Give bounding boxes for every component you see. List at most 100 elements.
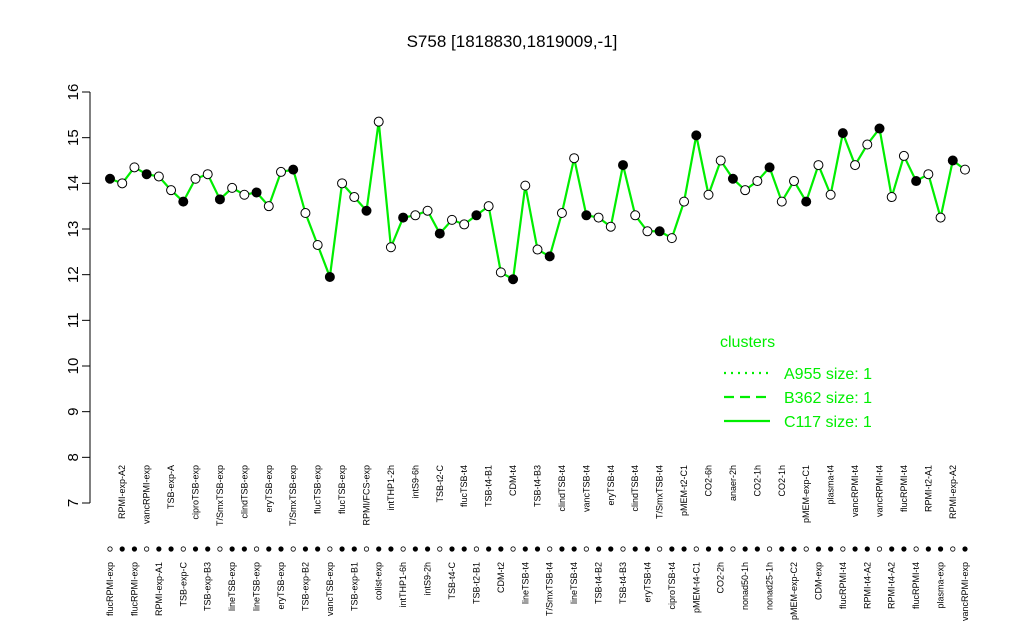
data-point [801, 196, 812, 207]
data-point [410, 210, 421, 221]
data-point [129, 162, 140, 173]
x-tick-label: clindTSB-t4 [557, 465, 567, 512]
data-point [422, 205, 433, 216]
data-point [618, 160, 628, 171]
data-point [642, 226, 653, 237]
data-point [947, 155, 958, 166]
data-point [923, 169, 934, 180]
rug-point [424, 546, 431, 552]
x-tick-label: lineTSB-exp [252, 562, 262, 611]
rug-point [803, 546, 809, 552]
data-point [532, 244, 543, 255]
y-tick-label: 12 [65, 266, 82, 283]
data-point [447, 214, 457, 225]
legend-label: C117 size: 1 [784, 414, 872, 431]
data-point [324, 271, 335, 282]
data-point [312, 239, 323, 250]
x-tick-label: intTHP1-6h [398, 562, 408, 608]
data-point [789, 176, 799, 187]
rug-point [351, 546, 357, 552]
rug-point [315, 546, 321, 552]
data-point [459, 219, 470, 230]
x-tick-label: T/SmxTSB-exp [215, 465, 225, 526]
rug-point [339, 546, 345, 552]
rug-point [657, 546, 663, 552]
data-point [300, 208, 311, 219]
x-tick-label: vancRPMI-t4 [875, 465, 885, 517]
rug-point [644, 546, 651, 552]
data-point [337, 178, 348, 189]
rug-point [278, 546, 284, 552]
y-tick-label: 9 [65, 407, 82, 415]
x-tick-label: intS9-2h [423, 562, 433, 596]
x-tick-label: lineTSB-t4 [520, 562, 530, 604]
y-tick-label: 7 [65, 499, 82, 507]
data-point [569, 153, 580, 164]
rug-point [290, 546, 296, 552]
x-tick-label: vancTSB-t4 [581, 465, 591, 512]
data-point [166, 185, 177, 196]
x-tick-label: vancTSB-exp [325, 562, 335, 616]
x-tick-label: eryTSB-t4 [642, 562, 652, 603]
y-tick-label: 11 [65, 313, 82, 329]
x-tick-label: CO2-2h [716, 562, 726, 594]
x-tick-label: TSB-t4-B3 [533, 465, 543, 507]
rug-point [864, 546, 870, 552]
x-tick-label: vancRPMI-exp [960, 562, 970, 621]
rug-point [693, 546, 699, 552]
data-point [776, 196, 787, 207]
rug-point [754, 546, 760, 552]
rug-point [400, 546, 406, 552]
data-point [911, 176, 922, 187]
data-point [740, 185, 751, 196]
data-point [691, 130, 702, 141]
data-point [276, 166, 286, 177]
x-tick-label: eryTSB-t4 [606, 465, 616, 506]
legend-label: A955 size: 1 [784, 366, 872, 383]
x-tick-label: TSB-exp-C [178, 562, 188, 607]
x-tick-label: RPMI-t2-A1 [923, 465, 933, 512]
rug-point [388, 546, 394, 552]
x-tick-label: lineTSB-t4 [569, 562, 579, 604]
x-tick-label: intTHP1-2h [386, 465, 396, 511]
data-point [361, 205, 372, 216]
rug-point [461, 546, 467, 552]
x-tick-label: TSB-exp-B3 [203, 562, 213, 611]
rug-point [718, 546, 724, 552]
legend-label: B362 size: 1 [784, 390, 872, 407]
x-tick-label: anaer-2h [728, 465, 738, 501]
x-tick-label: plasma-exp [936, 562, 946, 609]
rug-point [583, 546, 589, 552]
rug-point [608, 546, 614, 552]
x-tick-label: pMEM-t2-C1 [679, 465, 689, 516]
legend: clusters A955 size: 1 B362 size: 1 C117 siz… [720, 334, 872, 431]
data-point [605, 221, 616, 232]
x-tick-label: TSB-t2-C [435, 465, 445, 503]
x-tick-label: TSB-t2-B1 [471, 562, 481, 604]
legend-title: clusters [720, 334, 775, 351]
rug-point [473, 546, 480, 552]
x-tick-label: intS9-6h [410, 465, 420, 499]
rug-point [937, 546, 944, 552]
data-point [850, 160, 861, 171]
x-tick-label: ciproTSB-exp [191, 465, 201, 520]
data-point [117, 178, 128, 189]
rug-point [559, 546, 565, 552]
x-tick-label: RPMI/FCS-exp [362, 465, 372, 526]
x-tick-label: vancRPMI-t4 [850, 465, 860, 517]
x-tick-label: nonad50-1h [740, 562, 750, 610]
x-tick-label: flucRPMI-t4 [838, 562, 848, 609]
rug-point [119, 546, 125, 552]
x-tick-label: eryTSB-exp [264, 465, 274, 513]
x-tick-label: vancRPMI-exp [142, 465, 152, 524]
rug-point [534, 546, 541, 552]
x-tick-label: CO2-1h [777, 465, 787, 497]
y-tick-label: 14 [65, 175, 82, 192]
rug-point [681, 546, 687, 552]
x-tick-label: flucTSB-exp [337, 465, 347, 514]
data-point [593, 212, 604, 223]
data-point [398, 212, 409, 223]
y-tick-label: 16 [65, 84, 82, 101]
data-point [373, 116, 384, 127]
